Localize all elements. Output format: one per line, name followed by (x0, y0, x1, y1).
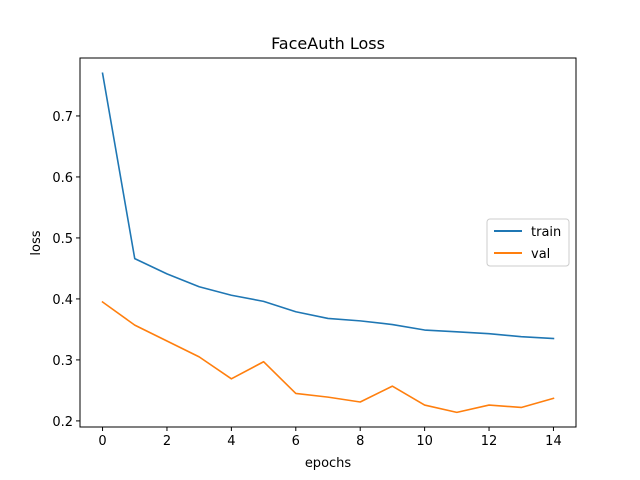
y-tick-label: 0.2 (52, 415, 73, 430)
chart-title: FaceAuth Loss (271, 34, 385, 53)
x-tick-label: 14 (545, 434, 562, 449)
x-tick-label: 2 (163, 434, 171, 449)
x-tick-label: 10 (416, 434, 433, 449)
x-tick-label: 12 (481, 434, 498, 449)
y-tick-label: 0.7 (52, 110, 73, 125)
y-tick-label: 0.3 (52, 354, 73, 369)
lines-group (101, 72, 555, 414)
y-axis-label: loss (29, 230, 44, 255)
series-val-line (101, 300, 555, 414)
y-tick-label: 0.4 (52, 293, 73, 308)
x-tick-label: 0 (98, 434, 106, 449)
legend: train val (486, 218, 570, 267)
x-axis-label: epochs (305, 456, 352, 471)
x-tick-label: 8 (356, 434, 364, 449)
series-train-line (101, 72, 555, 340)
ticks-group: 0 2 4 6 8 10 12 14 0.2 0.3 0.4 0.5 0.6 0.7 (52, 110, 561, 449)
y-tick-label: 0.6 (52, 171, 73, 186)
x-tick-label: 6 (292, 434, 300, 449)
plot-frame (79, 57, 577, 428)
legend-train-label: train (531, 225, 561, 240)
x-tick-label: 4 (227, 434, 235, 449)
y-tick-label: 0.5 (52, 232, 73, 247)
legend-val-label: val (531, 247, 550, 262)
